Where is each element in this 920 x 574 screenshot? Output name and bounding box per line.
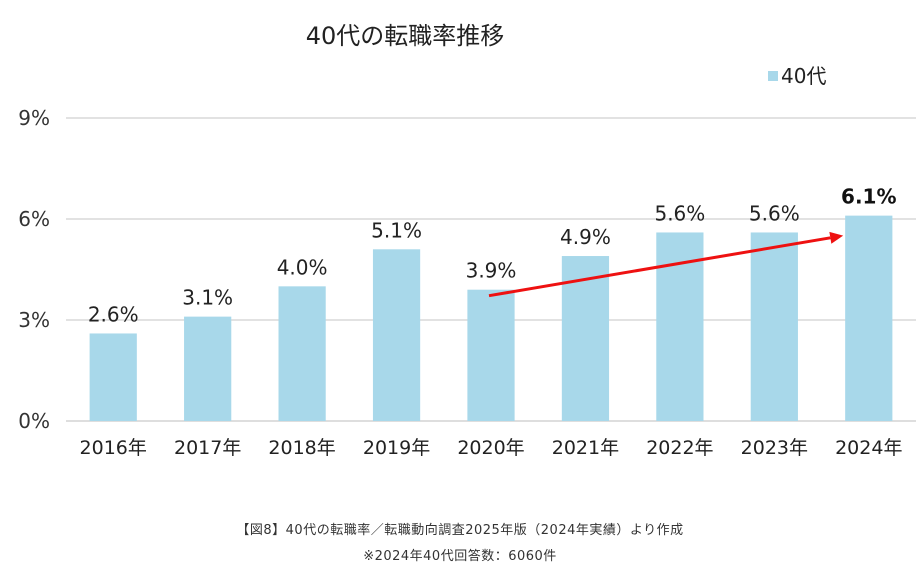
bar [467,289,515,421]
x-tick-label: 2016年 [80,437,147,459]
data-label: 3.1% [182,286,233,310]
x-tick-label: 2021年 [552,437,619,459]
x-tick-label: 2019年 [363,437,430,459]
x-tick-label: 2017年 [174,437,241,459]
y-tick-label: 9% [18,106,50,130]
legend: 40代 [768,64,826,88]
x-tick-label: 2024年 [835,437,902,459]
trend-arrow-line [488,236,831,298]
bar [278,286,326,421]
data-label: 6.1% [841,185,896,209]
data-label: 5.1% [371,218,422,242]
x-tick-label: 2023年 [741,437,808,459]
data-label: 4.9% [560,225,611,249]
note-caption: ※2024年40代回答数：6060件 [363,549,557,564]
x-tick-label: 2022年 [646,437,713,459]
data-label: 4.0% [277,255,328,279]
y-tick-label: 3% [18,308,50,332]
y-tick-label: 6% [18,207,50,231]
trend-arrow-head-icon [829,231,844,244]
bar [750,232,798,421]
bar [845,215,893,421]
chart-title: 40代の転職率推移 [306,22,505,50]
x-tick-label: 2020年 [457,437,524,459]
bar [89,333,137,421]
data-label: 2.6% [88,302,139,326]
data-label: 3.9% [466,259,517,283]
source-caption: 【図8】40代の転職率／転職動向調査2025年版（2024年実績）より作成 [236,523,684,538]
data-label: 5.6% [654,201,705,225]
legend-label: 40代 [781,64,826,88]
bar [184,316,232,421]
data-label: 5.6% [749,201,800,225]
legend-swatch [768,71,778,81]
bar [372,249,421,421]
y-tick-label: 0% [18,409,50,433]
x-tick-label: 2018年 [268,437,335,459]
bar-chart: 40代の転職率推移 40代 0% 3% 6% 9% 2.6% 3.1% 4.0% 5.1% 3… [18,22,916,459]
